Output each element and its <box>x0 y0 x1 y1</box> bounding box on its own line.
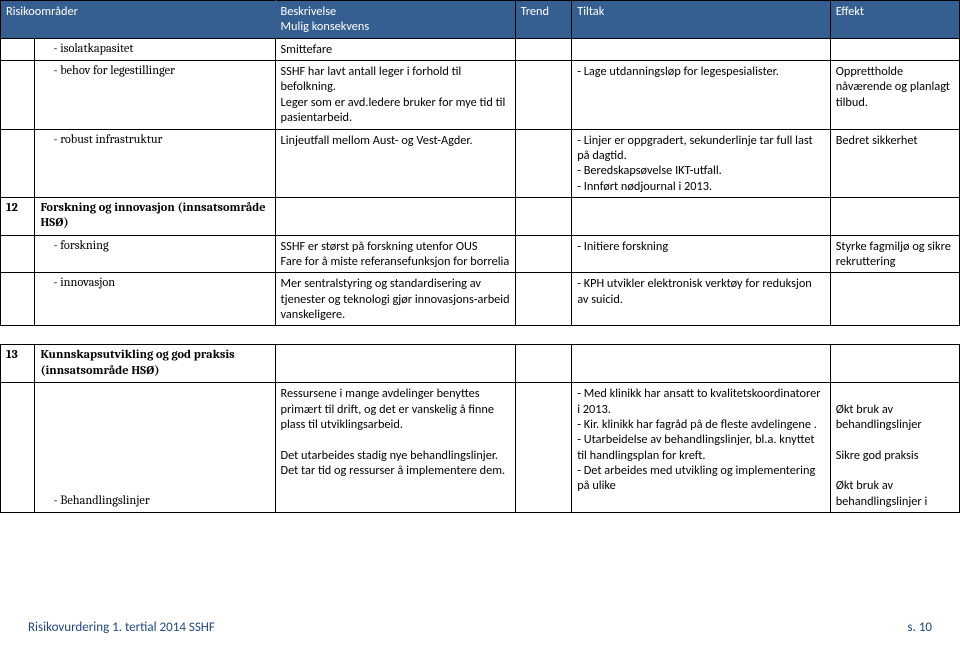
section-row: 13 Kunnskapsutvikling og god praksis (in… <box>1 345 960 383</box>
tiltak-cell <box>572 345 831 383</box>
besk-cell: Smittefare <box>275 38 515 60</box>
header-effekt: Effekt <box>830 1 959 39</box>
header-risk: Risikoområder <box>1 1 276 39</box>
effekt-cell <box>830 345 959 383</box>
header-tiltak: Tiltak <box>572 1 831 39</box>
page-content: Risikoområder BeskrivelseMulig konsekven… <box>0 0 960 513</box>
besk-cell: Ressursene i mange avdelinger benyttes p… <box>275 383 515 513</box>
risk-table-2: 13 Kunnskapsutvikling og god praksis (in… <box>0 344 960 513</box>
trend-cell <box>515 61 572 129</box>
trend-cell <box>515 129 572 197</box>
trend-cell <box>515 273 572 326</box>
row-num <box>1 235 35 273</box>
risk-cell: - robust infrastruktur <box>35 129 275 197</box>
tiltak-cell: - Initiere forskning <box>572 235 831 273</box>
effekt-cell: Økt bruk av behandlingslinjer Sikre god … <box>830 383 959 513</box>
effekt-cell: Opprettholde nåværende og planlagt tilbu… <box>830 61 959 129</box>
tiltak-cell: - Lage utdanningsløp for legespesialiste… <box>572 61 831 129</box>
besk-cell: SSHF har lavt antall leger i forhold til… <box>275 61 515 129</box>
risk-cell: - isolatkapasitet <box>35 38 275 60</box>
header-besk: BeskrivelseMulig konsekvens <box>275 1 515 39</box>
table-row: - behov for legestillinger SSHF har lavt… <box>1 61 960 129</box>
tiltak-cell <box>572 197 831 235</box>
row-num <box>1 273 35 326</box>
table-row: - isolatkapasitet Smittefare <box>1 38 960 60</box>
effekt-cell <box>830 38 959 60</box>
besk-cell: Linjeutfall mellom Aust- og Vest-Agder. <box>275 129 515 197</box>
besk-cell: Mer sentralstyring og standardisering av… <box>275 273 515 326</box>
tiltak-cell: - Med klinikk har ansatt to kvalitetskoo… <box>572 383 831 513</box>
risk-table-1: Risikoområder BeskrivelseMulig konsekven… <box>0 0 960 326</box>
trend-cell <box>515 197 572 235</box>
tiltak-cell <box>572 38 831 60</box>
footer-left: Risikovurdering 1. tertial 2014 SSHF <box>28 620 215 635</box>
header-trend: Trend <box>515 1 572 39</box>
footer-right: s. 10 <box>908 620 932 635</box>
section-title: Kunnskapsutvikling og god praksis (innsa… <box>35 345 275 383</box>
risk-cell: - Behandlingslinjer <box>35 383 275 513</box>
section-num: 13 <box>1 345 35 383</box>
table-row: - innovasjon Mer sentralstyring og stand… <box>1 273 960 326</box>
risk-cell: - behov for legestillinger <box>35 61 275 129</box>
row-num <box>1 129 35 197</box>
tiltak-cell: - KPH utvikler elektronisk verktøy for r… <box>572 273 831 326</box>
table-row: - Behandlingslinjer Ressursene i mange a… <box>1 383 960 513</box>
table-row: - forskning SSHF er størst på forskning … <box>1 235 960 273</box>
table-header-row: Risikoområder BeskrivelseMulig konsekven… <box>1 1 960 39</box>
besk-cell: SSHF er størst på forskning utenfor OUSF… <box>275 235 515 273</box>
risk-cell: - innovasjon <box>35 273 275 326</box>
row-num <box>1 383 35 513</box>
table-gap <box>0 326 960 344</box>
trend-cell <box>515 38 572 60</box>
risk-cell: - forskning <box>35 235 275 273</box>
tiltak-cell: - Linjer er oppgradert, sekunderlinje ta… <box>572 129 831 197</box>
trend-cell <box>515 235 572 273</box>
effekt-cell: Styrke fagmiljø og sikre rekruttering <box>830 235 959 273</box>
row-num <box>1 38 35 60</box>
section-title: Forskning og innovasjon (innsatsområde H… <box>35 197 275 235</box>
page-footer: Risikovurdering 1. tertial 2014 SSHF s. … <box>28 620 932 635</box>
row-num <box>1 61 35 129</box>
effekt-cell <box>830 197 959 235</box>
section-num: 12 <box>1 197 35 235</box>
trend-cell <box>515 345 572 383</box>
effekt-cell <box>830 273 959 326</box>
table-row: - robust infrastruktur Linjeutfall mello… <box>1 129 960 197</box>
effekt-cell: Bedret sikkerhet <box>830 129 959 197</box>
besk-cell <box>275 345 515 383</box>
trend-cell <box>515 383 572 513</box>
section-row: 12 Forskning og innovasjon (innsatsområd… <box>1 197 960 235</box>
besk-cell <box>275 197 515 235</box>
